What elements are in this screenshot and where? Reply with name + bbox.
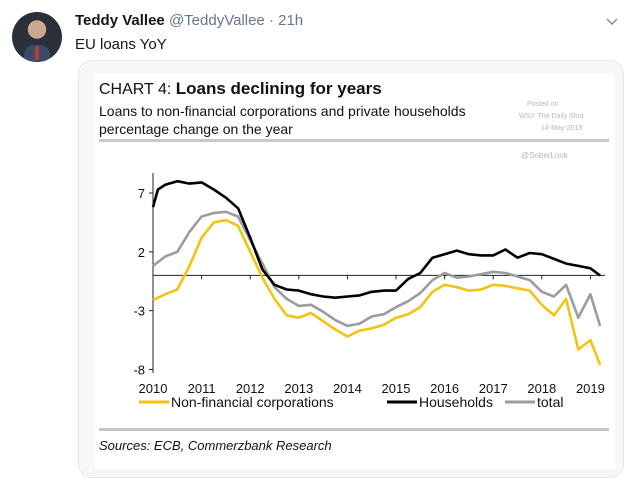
title-divider <box>99 139 609 142</box>
x-tick-label: 2016 <box>430 381 459 396</box>
chevron-down-icon[interactable] <box>605 14 619 28</box>
series-line-non-financial-corporations <box>152 218 602 366</box>
watermark-handle: @SoberLook <box>521 151 568 160</box>
y-tick-label: 7 <box>138 186 145 201</box>
x-tick-label: 2015 <box>382 381 411 396</box>
legend-non-financial-corporations-label: Non-financial corporations <box>171 394 334 410</box>
y-tick-label: 2 <box>138 245 145 260</box>
tweet-author-line: Teddy Vallee @TeddyVallee · 21h <box>75 12 303 29</box>
watermark-date: 14-May-2019 <box>541 125 583 132</box>
y-tick-label: -8 <box>133 362 145 377</box>
tweet-header: Teddy Vallee @TeddyVallee · 21h EU loans… <box>12 8 625 68</box>
x-tick-label: 2019 <box>576 381 605 396</box>
x-tick-label: 2013 <box>284 381 313 396</box>
avatar-tie <box>35 46 39 60</box>
bottom-divider <box>99 428 609 431</box>
x-tick-label: 2018 <box>527 381 556 396</box>
x-tick-label: 2011 <box>188 381 216 396</box>
chart-title: CHART 4: Loans declining for years <box>99 79 382 99</box>
x-tick-label: 2014 <box>333 381 362 396</box>
x-tick-label: 2017 <box>479 381 508 396</box>
line-chart: 7 2 -3 -8 2010 2011 2012 2013 2014 2015 2016 2017 20… <box>133 173 605 410</box>
separator-dot: · <box>268 12 274 29</box>
tweet-timestamp[interactable]: 21h <box>278 12 304 29</box>
watermark-posted: Posted on <box>527 101 559 108</box>
series-line-total <box>152 210 602 328</box>
chart-title-prefix: CHART 4: <box>99 81 176 98</box>
legend-total-label: total <box>537 394 563 410</box>
x-tick-label: 2010 <box>139 381 168 396</box>
chart-sources: Sources: ECB, Commerzbank Research <box>99 438 332 453</box>
legend-households-label: Households <box>419 394 493 410</box>
x-tick-label: 2012 <box>236 381 265 396</box>
tweet-media-image[interactable]: CHART 4: Loans declining for years Loans… <box>78 60 624 478</box>
y-tick-label: -3 <box>133 304 145 319</box>
series-line-households <box>151 179 601 299</box>
chart-subtitle-line1: Loans to non-financial corporations and … <box>99 103 466 119</box>
chart-title-text: Loans declining for years <box>175 79 382 98</box>
user-handle[interactable]: @TeddyVallee <box>168 12 265 29</box>
watermark-source: WSJ: The Daily Shot <box>519 113 584 120</box>
display-name[interactable]: Teddy Vallee <box>75 12 165 29</box>
chart-subtitle-line2: percentage change on the year <box>99 121 293 137</box>
tweet-text: EU loans YoY <box>75 36 167 53</box>
user-avatar[interactable] <box>12 12 62 62</box>
chart-panel: CHART 4: Loans declining for years Loans… <box>95 73 615 469</box>
